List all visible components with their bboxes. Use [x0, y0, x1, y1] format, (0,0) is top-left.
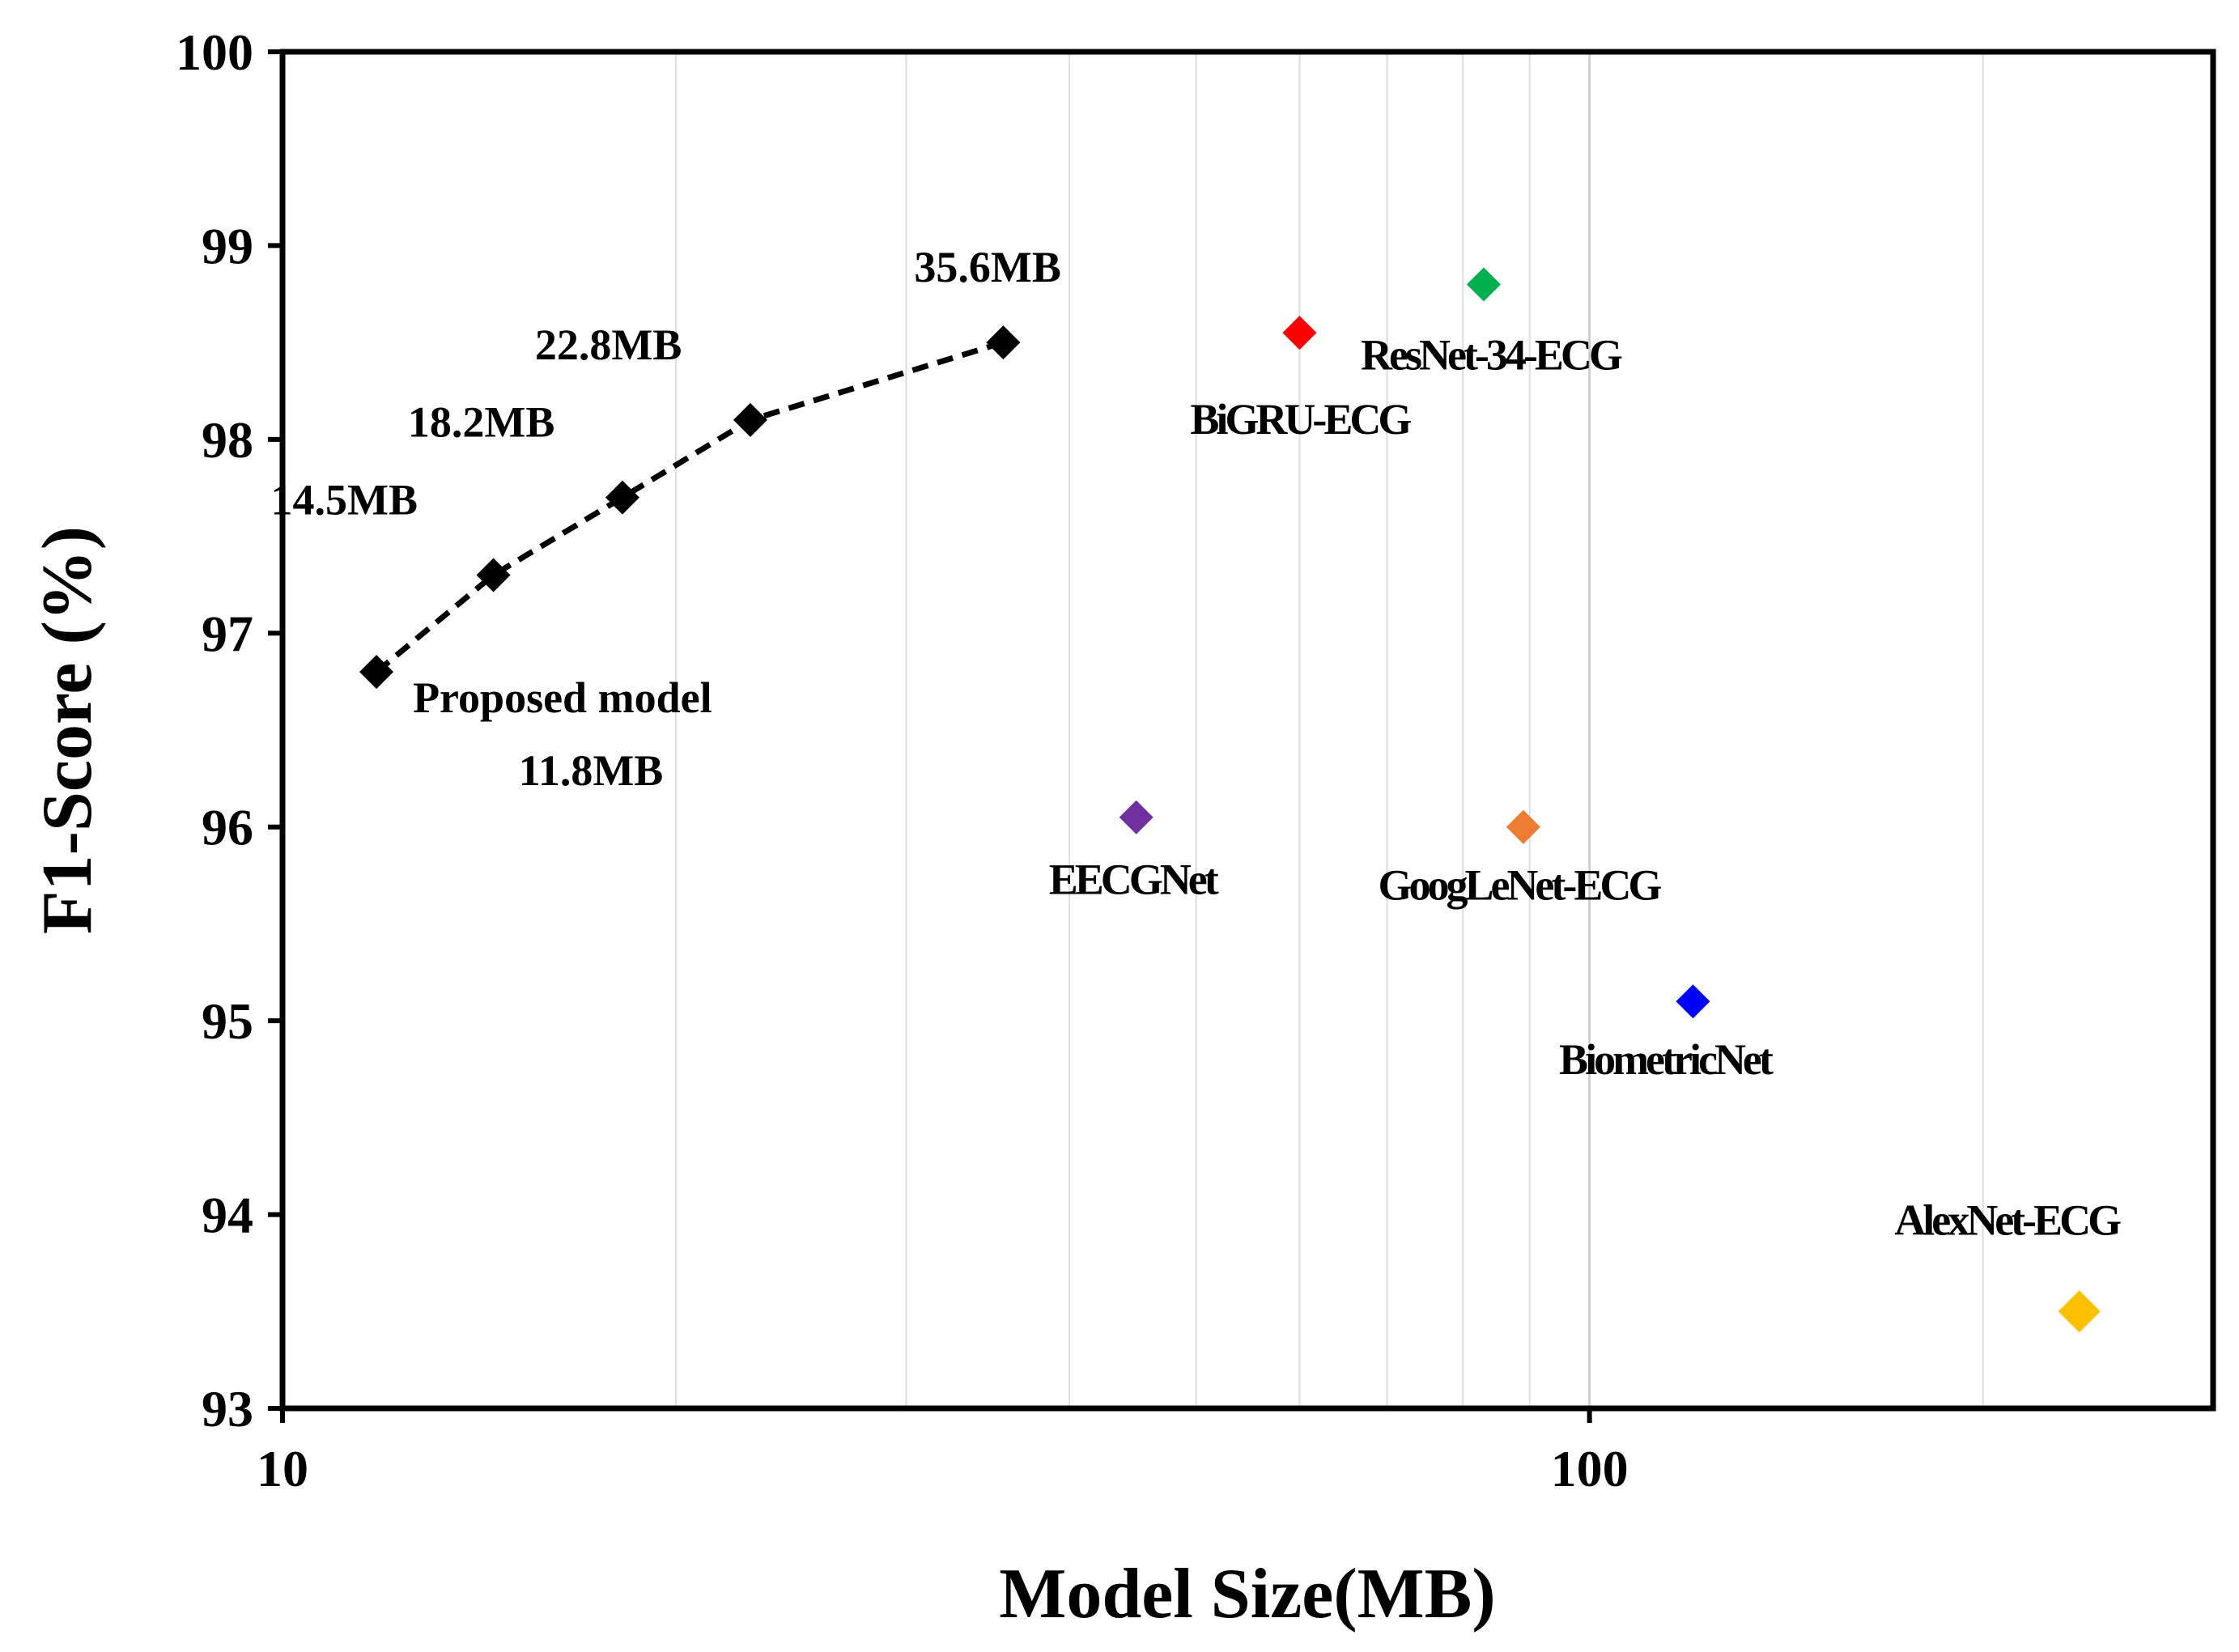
y-tick-label: 98 [202, 411, 253, 469]
label-18-2mb: 18.2MB [408, 398, 555, 447]
proposed-model-point [476, 558, 511, 592]
label-14-5mb: 14.5MB [271, 475, 418, 524]
axes: 93 94 95 96 97 98 99 100 10 100 [176, 23, 1629, 1497]
y-axis-title: F1-Score (%) [28, 526, 107, 934]
y-tick-label: 97 [202, 605, 253, 662]
label-alexnet-ecg: AlexNet-ECG [1894, 1195, 2121, 1244]
y-tick-label: 100 [176, 23, 253, 81]
label-35-6mb: 35.6MB [914, 243, 1061, 291]
y-tick-label: 95 [202, 992, 253, 1050]
y-tick-label: 94 [202, 1187, 253, 1244]
label-proposed-name: Proposed model [413, 673, 712, 722]
label-proposed-size: 11.8MB [519, 746, 664, 795]
y-tick-label: 99 [202, 217, 253, 274]
proposed-model-line [374, 339, 1005, 674]
point-biometricnet [1676, 984, 1710, 1019]
y-tick-label: 93 [202, 1380, 253, 1438]
x-tick-label: 10 [257, 1440, 308, 1497]
proposed-model-point [605, 480, 639, 515]
label-bigru-ecg: BiGRU-ECG [1190, 395, 1411, 444]
point-bigru-ecg [1282, 316, 1317, 350]
proposed-model-point [359, 655, 394, 690]
x-tick-label: 100 [1551, 1440, 1629, 1497]
point-googlenet-ecg [1506, 809, 1540, 844]
point-eecgnet [1119, 800, 1153, 834]
label-22-8mb: 22.8MB [535, 321, 682, 369]
series-lines [374, 339, 1005, 674]
label-googlenet-ecg: GoogLeNet-ECG [1378, 861, 1661, 910]
point-labels: Proposed model 11.8MB 14.5MB 18.2MB 22.8MB 35… [271, 243, 2125, 1244]
label-eecgnet: EECGNet [1049, 856, 1219, 904]
data-points [359, 267, 2101, 1333]
point-resnet-34-ecg [1466, 267, 1501, 302]
y-tick-label: 96 [202, 799, 253, 856]
plot-frame [279, 49, 2216, 1412]
x-axis-title: Model Size(MB) [999, 1555, 1495, 1633]
grid-lines [675, 52, 1984, 1408]
point-alexnet-ecg [2058, 1290, 2101, 1333]
proposed-model-point [733, 402, 767, 437]
label-resnet-34-ecg: ResNet-34-ECG [1361, 330, 1622, 379]
proposed-model-point [986, 325, 1021, 360]
label-biometricnet: BiometricNet [1559, 1035, 1774, 1084]
